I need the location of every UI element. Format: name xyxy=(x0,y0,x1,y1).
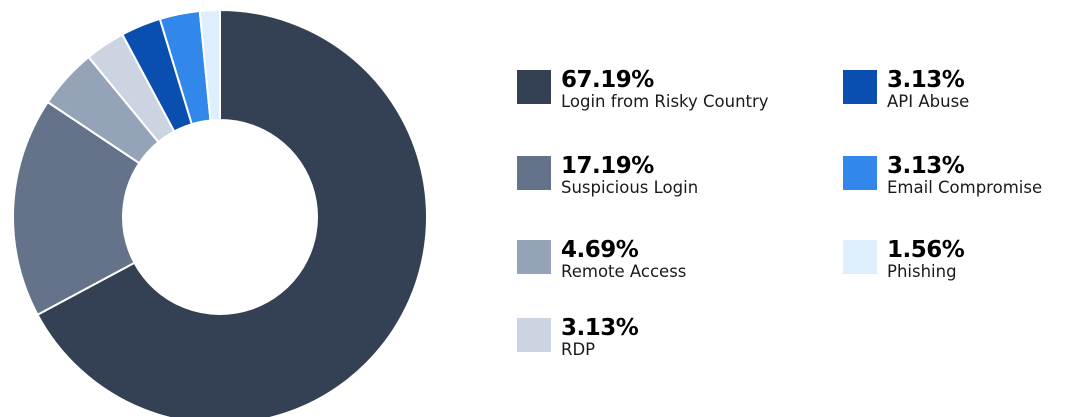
legend-value: 67.19% xyxy=(561,67,654,93)
legend-label: API Abuse xyxy=(887,92,970,111)
legend-item-login-from-risky-country: 67.19% Login from Risky Country xyxy=(517,68,769,112)
legend-label: Suspicious Login xyxy=(561,178,699,197)
donut-chart xyxy=(12,9,428,417)
legend-swatch xyxy=(843,156,877,190)
legend-value: 17.19% xyxy=(561,153,654,179)
legend-item-suspicious-login: 17.19% Suspicious Login xyxy=(517,154,698,198)
legend-swatch xyxy=(517,70,551,104)
legend-swatch xyxy=(517,156,551,190)
legend-label: Email Compromise xyxy=(887,178,1043,197)
legend-value: 3.13% xyxy=(887,153,965,179)
legend-swatch xyxy=(843,70,877,104)
legend-item-email-compromise: 3.13% Email Compromise xyxy=(843,154,1042,198)
legend-label: Login from Risky Country xyxy=(561,92,769,111)
legend-swatch xyxy=(517,240,551,274)
legend-item-remote-access: 4.69% Remote Access xyxy=(517,238,686,282)
legend-swatch xyxy=(843,240,877,274)
legend-item-api-abuse: 3.13% API Abuse xyxy=(843,68,969,112)
legend-label: RDP xyxy=(561,340,596,359)
legend-value: 3.13% xyxy=(561,315,639,341)
legend-label: Remote Access xyxy=(561,262,687,281)
legend-label: Phishing xyxy=(887,262,957,281)
legend-swatch xyxy=(517,318,551,352)
legend-value: 1.56% xyxy=(887,237,965,263)
legend-value: 4.69% xyxy=(561,237,639,263)
legend-value: 3.13% xyxy=(887,67,965,93)
slice-suspicious-login xyxy=(12,101,141,316)
legend-item-rdp: 3.13% RDP xyxy=(517,315,639,360)
slice-login-from-risky-country xyxy=(36,9,428,417)
legend-item-phishing: 1.56% Phishing xyxy=(843,237,965,282)
slice-phishing xyxy=(198,9,221,122)
